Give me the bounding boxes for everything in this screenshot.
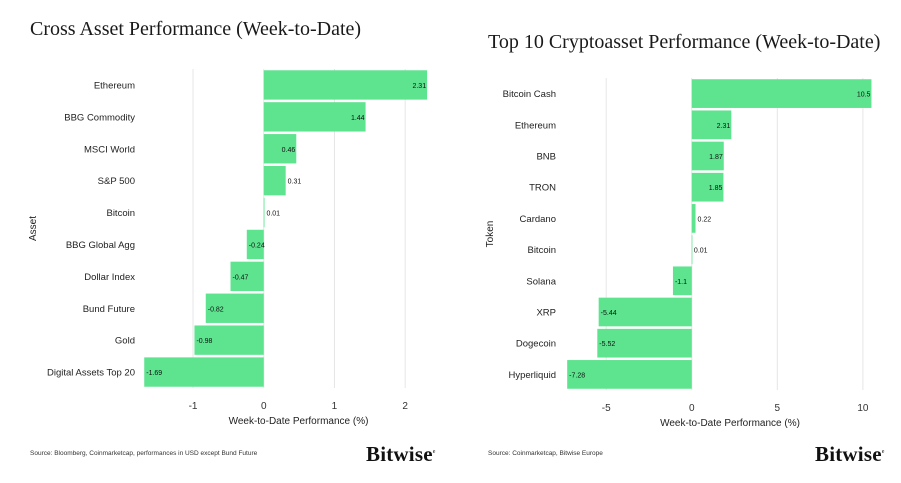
data-label: -0.24 [249,242,265,249]
data-label: 0.46 [282,147,296,154]
data-label: 0.01 [266,211,280,218]
x-axis-title: Week-to-Date Performance (%) [229,416,369,427]
x-tick-label: 10 [857,403,869,414]
bar [567,360,692,389]
bar [691,141,724,171]
bitwise-logo: Bitwisee [366,442,436,467]
x-tick-label: -5 [602,403,611,414]
category-label: Ethereum [515,120,556,131]
data-label: 0.22 [698,216,712,223]
category-label: Digital Assets Top 20 [47,368,135,379]
data-label: 1.85 [709,185,723,192]
bar [597,328,692,358]
data-label: 2.31 [412,83,426,90]
bar [263,197,265,228]
data-label: -0.98 [196,338,212,345]
data-label: -5.52 [599,341,615,348]
logo-mark: e [432,449,436,455]
data-label: 0.31 [288,179,302,186]
bar [691,204,696,233]
bar [263,165,286,196]
bar [205,293,264,323]
chart-1-title: Cross Asset Performance (Week-to-Date) [30,18,362,40]
chart-2-source: Source: Coinmarketcap, Bitwise Europe [488,450,603,457]
chart-2-title: Top 10 Cryptoasset Performance (Week-to-… [488,31,881,53]
category-label: Bund Future [83,304,135,315]
category-label: Ethereum [94,80,135,91]
bar [263,134,297,164]
bar [230,261,264,292]
category-label: Dollar Index [84,272,135,283]
y-axis-title: Asset [28,216,39,241]
category-label: BBG Global Agg [66,240,135,251]
x-tick-label: 0 [261,401,267,412]
bitwise-logo: Bitwisee [815,442,885,467]
category-label: Cardano [520,214,556,225]
data-label: 1.87 [709,154,723,161]
logo-text: Bitwise [815,442,882,466]
logo-text: Bitwise [366,442,433,466]
bar [598,297,692,327]
bar [144,357,264,387]
chart-1-source: Source: Bloomberg, Coinmarketcap, perfor… [30,450,258,457]
bar [691,110,732,140]
data-label: -1.69 [146,370,162,377]
bar [246,229,264,260]
x-tick-label: 2 [402,401,408,412]
y-axis-title: Token [485,221,496,248]
x-tick-label: 0 [689,403,695,414]
category-label: Gold [115,336,135,347]
category-label: Solana [526,276,556,287]
x-tick-label: 5 [775,403,781,414]
data-label: -0.82 [208,306,224,313]
data-label: -0.47 [233,274,249,281]
data-label: 2.31 [717,123,731,130]
data-label: 1.44 [351,115,365,122]
data-label: -5.44 [601,310,617,317]
data-label: -7.28 [569,372,585,379]
category-label: Bitcoin [527,245,556,256]
data-label: 0.01 [694,248,708,255]
category-label: BBG Commodity [64,112,135,123]
bar [263,70,428,100]
category-label: XRP [536,308,556,319]
bar [194,325,264,355]
data-label: -1.1 [675,279,687,286]
category-label: Bitcoin [106,208,135,219]
bar [263,102,366,132]
x-tick-label: 1 [332,401,338,412]
bar [691,172,724,202]
chart-2: -5 0 5 10 Bitcoin Cash 10.5 Ethereum 2.31 BNB 1.8… [485,78,872,429]
category-label: Hyperliquid [508,370,556,381]
bar [691,235,693,264]
bar [691,79,872,108]
data-label: 10.5 [857,92,871,99]
logo-mark: e [881,449,885,455]
x-axis-title: Week-to-Date Performance (%) [660,418,800,429]
category-label: S&P 500 [98,176,135,187]
category-label: Bitcoin Cash [503,89,556,100]
chart-1: -1 0 1 2 Ethereum 2.31 BBG Commodity 1.44 MSCI W… [28,69,428,427]
category-label: TRON [529,183,556,194]
category-label: BNB [536,152,556,163]
x-tick-label: -1 [189,401,198,412]
category-label: MSCI World [84,144,135,155]
category-label: Dogecoin [516,339,556,350]
bar [672,266,692,296]
